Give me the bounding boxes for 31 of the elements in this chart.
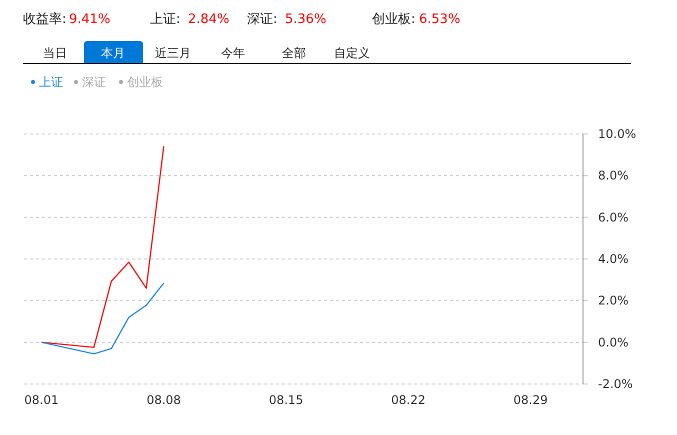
y-tick-label: -2.0% <box>598 377 633 391</box>
line-series <box>40 146 164 348</box>
y-tick-label: 6.0% <box>598 210 628 224</box>
text: 创业板: <box>372 12 416 27</box>
text: 深证: <box>247 12 278 27</box>
text: 2.84% <box>188 12 230 27</box>
x-tick-label: 08.01 <box>24 393 59 407</box>
x-tick-label: 08.29 <box>513 393 548 407</box>
x-tick-label: 08.22 <box>391 393 426 407</box>
text: 5.36% <box>285 12 326 27</box>
text: 近三月 <box>155 46 191 60</box>
text: 9.41% <box>69 12 110 27</box>
line-series <box>40 282 164 354</box>
y-tick-label: 10.0% <box>598 127 636 141</box>
y-tick-label: 2.0% <box>598 294 628 308</box>
text: 自定义 <box>334 46 370 60</box>
text: 本月 <box>101 46 125 60</box>
text: 今年 <box>221 46 245 60</box>
text: 当日 <box>43 46 67 60</box>
x-tick-label: 08.15 <box>268 393 304 407</box>
legend-label: 上证 <box>39 75 63 89</box>
text: 创业板 <box>127 75 163 89</box>
text: 上证: <box>150 12 180 27</box>
text: 全部 <box>282 46 306 60</box>
y-tick-label: 0.0% <box>598 335 628 350</box>
text: 6.53% <box>419 12 460 27</box>
text: 深证 <box>82 75 106 89</box>
y-tick-label: 4.0% <box>598 252 628 266</box>
y-tick-label: 8.0% <box>598 168 628 183</box>
text: 收益率: <box>23 11 66 27</box>
x-tick-label: 08.08 <box>146 393 181 407</box>
